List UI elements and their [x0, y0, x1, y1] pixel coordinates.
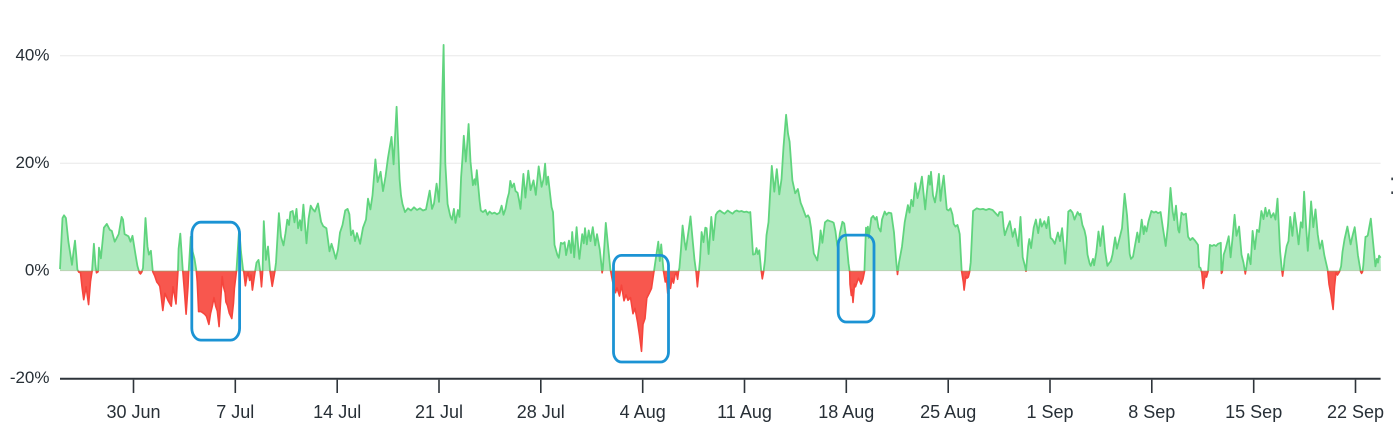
- svg-text:20%: 20%: [15, 153, 49, 172]
- svg-text:8 Sep: 8 Sep: [1128, 402, 1175, 422]
- svg-text:14 Jul: 14 Jul: [313, 402, 361, 422]
- svg-text:0%: 0%: [25, 260, 50, 279]
- svg-text:25 Aug: 25 Aug: [920, 402, 976, 422]
- svg-text:40%: 40%: [15, 45, 49, 64]
- svg-text:18 Aug: 18 Aug: [818, 402, 874, 422]
- svg-text:28 Jul: 28 Jul: [517, 402, 565, 422]
- svg-text:4 Aug: 4 Aug: [620, 402, 666, 422]
- svg-text:22 Sep: 22 Sep: [1327, 402, 1384, 422]
- svg-text:11 Aug: 11 Aug: [717, 402, 772, 422]
- svg-text:-20%: -20%: [10, 368, 50, 387]
- svg-text:15 Sep: 15 Sep: [1225, 402, 1282, 422]
- svg-text:21 Jul: 21 Jul: [415, 402, 463, 422]
- svg-text:7 Jul: 7 Jul: [216, 402, 254, 422]
- svg-text:30 Jun: 30 Jun: [106, 402, 160, 422]
- svg-text:1 Sep: 1 Sep: [1026, 402, 1073, 422]
